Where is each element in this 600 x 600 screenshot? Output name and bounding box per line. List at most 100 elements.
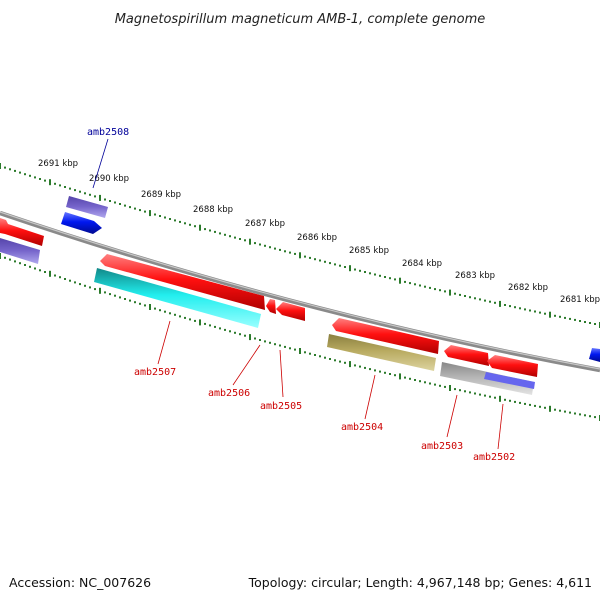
tick-mark — [464, 295, 466, 297]
tick-mark — [549, 311, 551, 318]
tick-mark — [99, 287, 101, 294]
tick-mark — [79, 190, 81, 193]
gene-amb2506[interactable] — [266, 299, 276, 314]
tick-mark — [359, 269, 361, 272]
tick-mark — [279, 248, 281, 251]
gene-blue-small[interactable] — [484, 372, 535, 389]
tick-mark — [119, 203, 121, 205]
tick-mark — [274, 247, 276, 250]
tick-mark — [114, 201, 116, 204]
tick-mark — [354, 364, 356, 367]
tick-mark — [409, 282, 411, 285]
tick-mark — [139, 209, 141, 212]
tick-mark — [484, 394, 486, 397]
gene-label-amb2508[interactable]: amb2508 — [87, 127, 129, 138]
tick-mark — [379, 370, 381, 373]
gene-cyan-block[interactable] — [94, 268, 261, 328]
tick-mark — [539, 311, 541, 314]
tick-mark — [474, 392, 476, 395]
gene-label-amb2503[interactable]: amb2503 — [421, 441, 463, 452]
tick-mark — [144, 304, 146, 307]
gene-amb2508[interactable] — [66, 196, 108, 218]
tick-mark — [549, 405, 551, 412]
gene-label-amb2507[interactable]: amb2507 — [134, 367, 176, 378]
gene-arrow-blue[interactable] — [61, 212, 102, 234]
tick-mark — [434, 288, 436, 291]
tick-mark — [494, 396, 496, 399]
gene-label-amb2504[interactable]: amb2504 — [341, 422, 383, 433]
gene-arrow-blue-right[interactable] — [589, 348, 600, 362]
tick-mark — [54, 274, 56, 277]
leader-line — [157, 320, 171, 365]
gene-label-amb2502[interactable]: amb2502 — [473, 452, 515, 463]
gene-label-amb2506[interactable]: amb2506 — [208, 388, 250, 399]
tick-mark — [389, 277, 391, 280]
tick-mark — [264, 244, 266, 247]
tick-mark — [429, 286, 431, 289]
tick-mark — [4, 256, 6, 259]
tick-mark — [579, 320, 581, 322]
kbp-label: 2684 kbp — [402, 259, 442, 269]
gene-purple-partial[interactable] — [0, 238, 40, 264]
tick-mark — [349, 265, 351, 272]
gene-olive-block[interactable] — [327, 334, 436, 371]
tick-mark — [459, 293, 461, 296]
tick-mark — [9, 258, 11, 261]
tick-mark — [69, 187, 71, 190]
tick-mark — [499, 395, 501, 402]
gene-amb2507[interactable] — [100, 254, 265, 310]
tick-mark — [214, 325, 216, 328]
gene-amb2504-red[interactable] — [332, 318, 439, 354]
tick-mark — [449, 289, 451, 296]
tick-mark — [309, 352, 311, 355]
tick-mark — [589, 322, 591, 324]
tick-mark — [339, 360, 341, 363]
leader-line — [279, 349, 284, 398]
tick-mark — [159, 309, 161, 312]
tick-mark — [369, 272, 371, 275]
tick-mark — [334, 359, 336, 362]
tick-mark — [474, 297, 476, 300]
tick-mark — [294, 252, 296, 255]
tick-mark — [44, 179, 46, 182]
tick-mark — [314, 258, 316, 261]
gene-amb2503-red[interactable] — [444, 345, 489, 366]
kbp-label: 2683 kbp — [455, 271, 495, 281]
gene-amb2502-red[interactable] — [487, 355, 538, 377]
tick-mark — [19, 262, 21, 265]
tick-mark — [44, 271, 46, 273]
tick-mark — [0, 253, 1, 259]
tick-mark — [174, 313, 176, 316]
tick-mark — [189, 223, 191, 226]
tick-mark — [124, 204, 126, 207]
tick-mark — [139, 302, 141, 305]
tick-mark — [569, 411, 571, 414]
reverse-strand-genes — [0, 238, 600, 395]
tick-mark — [209, 229, 211, 232]
tick-mark — [589, 415, 591, 418]
gene-label-amb2505[interactable]: amb2505 — [260, 401, 302, 412]
tick-mark — [154, 213, 156, 216]
tick-mark — [269, 341, 271, 344]
tick-mark — [174, 219, 176, 222]
kbp-label: 2691 kbp — [38, 159, 78, 169]
tick-mark — [79, 283, 81, 286]
tick-mark — [244, 334, 246, 337]
tick-mark — [429, 382, 431, 385]
tick-mark — [479, 298, 481, 301]
kbp-label: 2686 kbp — [297, 233, 337, 243]
tick-mark — [584, 414, 586, 417]
tick-mark — [374, 273, 376, 276]
tick-mark — [449, 385, 451, 391]
tick-mark — [504, 304, 506, 306]
tick-mark — [289, 251, 291, 254]
gene-amb2505[interactable] — [276, 302, 305, 321]
tick-mark — [399, 277, 401, 284]
tick-mark — [299, 252, 301, 259]
gene-arrow-red[interactable] — [0, 218, 44, 246]
tick-mark — [104, 198, 106, 201]
tick-mark — [224, 233, 226, 236]
tick-mark — [374, 369, 376, 372]
tick-mark — [14, 169, 16, 172]
